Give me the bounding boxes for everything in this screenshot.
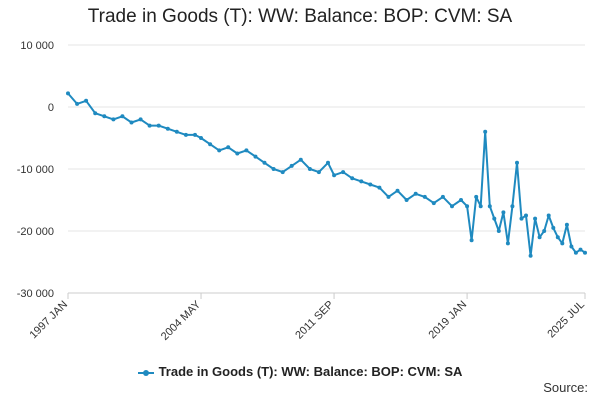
data-point [474,194,479,199]
data-point [440,194,445,199]
data-point [459,198,463,202]
data-point [487,204,492,209]
data-point [129,120,134,125]
data-point [505,241,510,246]
data-point [555,235,560,240]
legend-label: Trade in Goods (T): WW: Balance: BOP: CV… [158,364,463,379]
data-point [551,225,556,230]
data-point [413,191,418,196]
data-point [193,132,197,137]
data-point [515,160,519,165]
x-axis: 1997 JAN 2004 MAY 2011 SEP 2019 JAN 2025 JUL [27,292,587,343]
data-point [84,98,89,103]
data-point [359,179,364,184]
series-line [66,91,587,258]
data-point [469,238,474,243]
data-point [519,216,524,221]
y-tick-label: -30 000 [17,288,54,300]
data-point [174,129,179,134]
data-point [542,229,547,233]
data-point [450,204,454,209]
data-point [332,173,337,178]
x-tick-label: 2019 JAN [427,299,470,342]
data-point [235,151,240,156]
data-point [199,136,203,140]
grid-lines [68,44,585,294]
data-point [262,160,267,165]
data-point [165,126,170,131]
data-point [431,201,436,206]
data-point [111,117,116,122]
y-tick-label: 0 [48,102,54,114]
source-label: Source: [543,380,588,395]
data-point [244,148,249,153]
data-point [492,216,497,221]
data-point [395,188,400,193]
data-point [537,235,542,240]
data-point [546,213,551,218]
data-point [422,194,427,199]
data-point [560,241,565,246]
data-point [377,185,382,190]
data-point [147,123,152,128]
x-tick-label: 2011 SEP [293,299,336,342]
data-point [533,216,538,221]
data-point [75,101,80,106]
data-point [298,157,303,162]
data-point [341,170,346,175]
data-point [478,204,483,209]
data-point [583,250,587,255]
data-point [307,167,312,171]
data-point [569,244,574,249]
data-point [253,154,258,159]
legend[interactable]: Trade in Goods (T): WW: Balance: BOP: CV… [0,364,600,379]
x-tick-label: 1997 JAN [27,299,70,342]
data-point [528,253,533,258]
data-point [226,145,231,150]
data-point [120,114,125,119]
data-point [465,204,470,209]
data-point [289,163,294,168]
data-point [156,123,161,128]
data-point [93,111,98,116]
data-point [102,114,107,119]
data-point [564,222,569,227]
data-point [208,142,213,147]
y-tick-label: -10 000 [17,164,54,176]
data-point [510,204,515,209]
data-point [350,176,355,181]
y-tick-label: 10 000 [20,40,54,52]
chart-title: Trade in Goods (T): WW: Balance: BOP: CV… [87,6,513,27]
x-tick-label: 2025 JUL [545,299,587,341]
y-tick-label: -20 000 [17,226,54,238]
data-point [217,148,222,153]
data-point [578,247,583,252]
data-point [316,170,321,175]
data-point [183,132,188,137]
data-point [483,129,488,134]
data-point [386,194,391,199]
data-point [368,182,373,187]
data-point [271,167,276,171]
data-point [573,250,578,255]
data-point [66,91,70,96]
data-point [138,117,143,122]
data-point [404,198,409,202]
data-point [496,229,501,233]
data-point [280,170,285,175]
x-tick-label: 2004 MAY [159,298,204,343]
data-point [524,213,528,218]
legend-swatch-icon [137,369,154,376]
data-point [501,210,506,215]
data-point [326,160,330,165]
y-axis: 10 000 0 -10 000 -20 000 -30 000 [17,40,54,300]
